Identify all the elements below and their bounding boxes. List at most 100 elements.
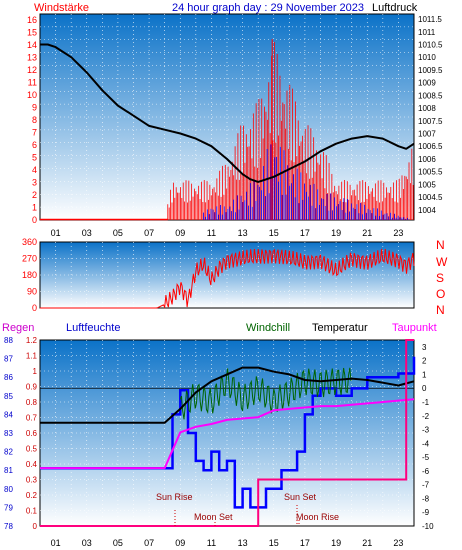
pressure-tick-label: 1008	[418, 104, 436, 113]
direction-tick-label: 0	[32, 303, 37, 313]
wind-tick-label: 8	[32, 115, 37, 125]
pressure-axis: 1004 1004.5 1005 1005.5 1006 1006.5 1007 1007.5…	[418, 15, 443, 215]
pressure-label: Luftdruck	[372, 2, 418, 14]
direction-tick-label: 90	[27, 287, 37, 297]
wind-tick-label: 11	[28, 78, 37, 88]
temperature-tick-label: -10	[422, 522, 434, 531]
x-tick-label: 11	[207, 228, 216, 238]
temperature-tick-label: 1	[422, 370, 427, 379]
x-tick-label: 03	[82, 228, 92, 238]
x-tick-label: 01	[51, 228, 61, 238]
direction-tick-label: 270	[22, 254, 37, 264]
x-tick-label: 17	[300, 228, 310, 238]
wind-tick-label: 12	[27, 65, 37, 75]
wind-tick-label: 5	[32, 153, 37, 163]
rain-tick-label: 1.1	[26, 352, 38, 361]
panel2-series	[40, 248, 415, 309]
humidity-tick-label: 86	[4, 373, 13, 382]
rain-tick-label: 0.5	[26, 445, 38, 454]
x-tick-label: 15	[269, 538, 279, 548]
wind-tick-label: 14	[27, 40, 37, 50]
pressure-tick-label: 1011	[418, 28, 436, 37]
compass-labels: N W S O N	[436, 238, 448, 317]
x-tick-label: 11	[207, 538, 216, 548]
compass-n-top: N	[436, 238, 445, 252]
x-tick-label: 09	[175, 228, 185, 238]
pressure-tick-label: 1010.5	[418, 41, 443, 50]
rain-tick-label: 0.2	[26, 491, 38, 500]
pressure-tick-label: 1006.5	[418, 142, 443, 151]
x-tick-label: 13	[238, 228, 248, 238]
humidity-tick-label: 88	[4, 336, 13, 345]
pressure-tick-label: 1005	[418, 180, 436, 189]
pressure-tick-label: 1005.5	[418, 168, 443, 177]
rain-tick-label: 1.2	[26, 336, 38, 345]
humidity-tick-label: 87	[4, 355, 13, 364]
dewpoint-label: Taupunkt	[392, 322, 437, 334]
rain-tick-label: 0.8	[26, 398, 38, 407]
wind-tick-label: 6	[32, 140, 37, 150]
rain-tick-label: 0.1	[26, 507, 38, 516]
temperature-tick-label: -5	[422, 453, 430, 462]
rain-tick-label: 0.3	[26, 476, 38, 485]
x-tick-label: 03	[82, 538, 92, 548]
panel3-series	[40, 339, 416, 527]
pressure-tick-label: 1009	[418, 79, 436, 88]
compass-o: O	[436, 287, 445, 301]
dewpoint-line	[40, 398, 415, 470]
x-tick-label: 19	[331, 228, 341, 238]
humidity-tick-label: 78	[4, 522, 13, 531]
wind-tick-label: 3	[32, 178, 37, 188]
x-tick-label: 01	[51, 538, 61, 548]
pressure-tick-label: 1006	[418, 155, 436, 164]
pressure-tick-label: 1007.5	[418, 117, 443, 126]
temperature-label: Temperatur	[312, 322, 368, 334]
wind-tick-label: 1	[32, 203, 37, 213]
chart-title: 24 hour graph day : 29 November 2023	[172, 2, 364, 14]
temperature-tick-label: -3	[422, 426, 430, 435]
temperature-tick-label: -8	[422, 494, 430, 503]
humidity-tick-label: 81	[4, 466, 13, 475]
temperature-tick-label: -1	[422, 398, 430, 407]
humidity-axis: 78 79 80 81 82 83 84 85 86 87 88	[4, 336, 13, 531]
x-tick-label: 05	[113, 538, 123, 548]
wind-direction-line	[40, 248, 415, 309]
rain-tick-label: 0.6	[26, 429, 38, 438]
humidity-tick-label: 84	[4, 410, 13, 419]
x-tick-label: 21	[362, 538, 372, 548]
rain-axis: 0 0.1 0.2 0.3 0.4 0.5 0.6 0.7 0.8 0.9 1 1.1 1.2	[26, 336, 38, 531]
panel3-grid	[40, 340, 414, 526]
x-tick-label: 23	[393, 228, 403, 238]
temperature-tick-label: -2	[422, 412, 430, 421]
humidity-tick-label: 80	[4, 485, 13, 494]
pressure-line	[40, 43, 415, 183]
rain-tick-label: 0.7	[26, 414, 38, 423]
x-tick-label: 17	[300, 538, 310, 548]
x-tick-label: 19	[331, 538, 341, 548]
humidity-tick-label: 83	[4, 429, 13, 438]
sun-rise-label: Sun Rise	[156, 492, 193, 502]
direction-tick-label: 180	[22, 270, 37, 280]
x-tick-label: 07	[144, 228, 154, 238]
pressure-tick-label: 1007	[418, 130, 436, 139]
windchill-line	[179, 367, 352, 420]
astro-annotations: Sun Rise Moon Set Sun Set Moon Rise	[156, 492, 339, 526]
rain-tick-label: 1	[33, 367, 38, 376]
x-tick-label: 13	[238, 538, 248, 548]
panel1-time-axis: 01 03 05 07 09 11 13 15 17 19 21 23	[51, 228, 404, 238]
direction-tick-label: 360	[22, 237, 37, 247]
temperature-tick-label: -7	[422, 481, 430, 490]
wind-tick-label: 2	[32, 190, 37, 200]
wind-tick-label: 9	[32, 103, 37, 113]
temperature-tick-label: 3	[422, 343, 427, 352]
humidity-line	[40, 356, 416, 509]
x-tick-label: 23	[393, 538, 403, 548]
wind-tick-label: 0	[32, 215, 37, 225]
wind-label: Windstärke	[34, 2, 89, 14]
x-tick-label: 15	[269, 228, 279, 238]
compass-w: W	[436, 255, 448, 269]
direction-axis: 0 90 180 270 360	[22, 237, 37, 313]
moon-set-label: Moon Set	[194, 512, 233, 522]
x-tick-label: 05	[113, 228, 123, 238]
wind-tick-label: 13	[27, 53, 37, 63]
